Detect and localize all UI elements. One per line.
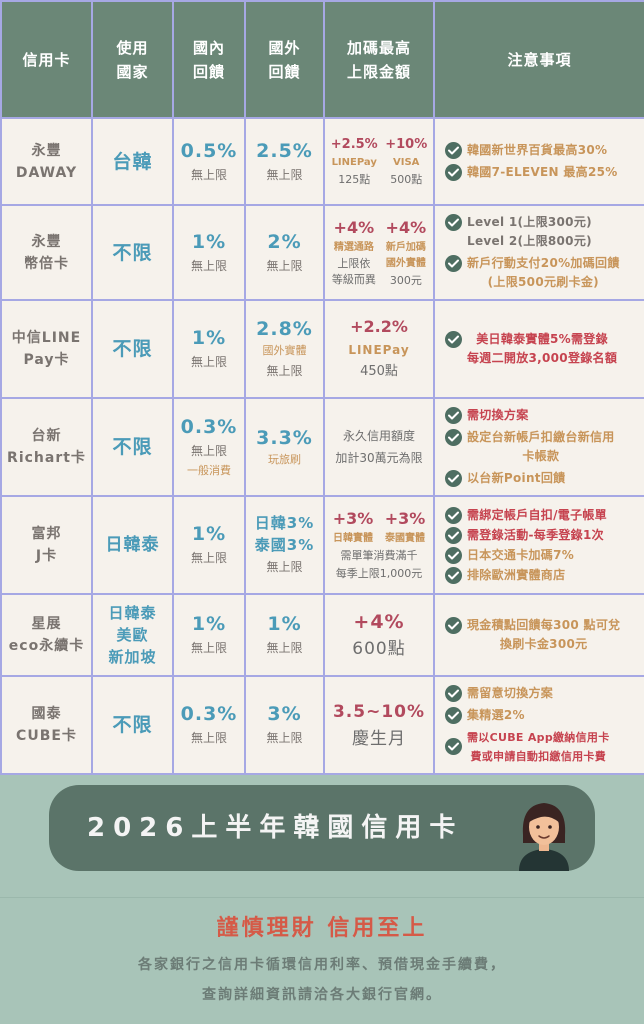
notes-cell: 現金積點回饋每300 點可兌 換刷卡金300元 — [433, 593, 644, 677]
check-circle-icon — [445, 164, 462, 181]
banner-title: 2026上半年韓國信用卡 — [87, 813, 464, 843]
bonus-cell: +4% 600點 — [323, 593, 435, 677]
credit-card-table: 信用卡 使用 國家 國內 回饋 國外 回饋 加碼最高 上限金額 注意事項 永豐 DAWAY… — [0, 0, 644, 775]
check-circle-icon — [445, 526, 462, 544]
note-item: 現金積點回饋每300 點可兌 換刷卡金300元 — [445, 616, 638, 654]
check-circle-icon — [445, 566, 462, 584]
header-bonus: 加碼最高 上限金額 — [323, 0, 435, 119]
table-header-row: 信用卡 使用 國家 國內 回饋 國外 回饋 加碼最高 上限金額 注意事項 — [0, 0, 644, 119]
table-row: 永豐 DAWAY 台韓 0.5% 無上限 2.5% 無上限 +2.5% LINEPay 1… — [0, 117, 644, 206]
card-name-cell: 星展 eco永續卡 — [0, 593, 93, 677]
check-circle-icon — [445, 470, 462, 487]
country-cell: 台韓 — [91, 117, 174, 206]
overseas-cell: 1% 無上限 — [244, 593, 325, 677]
bonus-cell: 永久信用額度 加計30萬元為限 — [323, 397, 435, 497]
notes-cell: 韓國新世界百貨最高30% 韓國7-ELEVEN 最高25% — [433, 117, 644, 206]
notes-cell: 需留意切換方案 集精選2% 需以CUBE App繳納信用卡 費或申請自動扣繳信用… — [433, 675, 644, 775]
woman-avatar-icon — [519, 803, 569, 871]
bonus-cell: +4% 精選通路 上限依 等級而異 +4% 新戶加碼 國外實體 300元 — [323, 204, 435, 301]
card-name-cell: 富邦 J卡 — [0, 495, 93, 595]
check-circle-icon — [445, 707, 462, 724]
note-item: 韓國新世界百貨最高30% — [445, 141, 638, 160]
header-overseas: 國外 回饋 — [244, 0, 325, 119]
note-item: 新戶行動支付20%加碼回饋 (上限500元刷卡金) — [445, 254, 638, 292]
domestic-cell: 1% 無上限 — [172, 593, 246, 677]
note-item: 需切換方案 — [445, 406, 638, 425]
overseas-cell: 2% 無上限 — [244, 204, 325, 301]
section-divider — [0, 897, 644, 898]
domestic-cell: 1% 無上限 — [172, 299, 246, 399]
check-circle-icon — [445, 546, 462, 564]
bonus-cell: 3.5~10% 慶生月 — [323, 675, 435, 775]
header-card: 信用卡 — [0, 0, 93, 119]
note-item: 集精選2% — [445, 706, 638, 725]
notes-cell: 需切換方案 設定台新帳戶扣繳台新信用 卡帳款 以台新Point回饋 — [433, 397, 644, 497]
bonus-cell: +3% 日韓實體 +3% 泰國實體 需單筆消費滿千 每季上限1,000元 — [323, 495, 435, 595]
domestic-cell: 0.3% 無上限 一般消費 — [172, 397, 246, 497]
country-cell: 日韓泰 — [91, 495, 174, 595]
overseas-cell: 3% 無上限 — [244, 675, 325, 775]
table-row: 永豐 幣倍卡 不限 1% 無上限 2% 無上限 +4% 精選通路 上限依 等級而異 +4%… — [0, 204, 644, 301]
table-row: 國泰 CUBE卡 不限 0.3% 無上限 3% 無上限 3.5~10% 慶生月 需留意… — [0, 675, 644, 775]
header-domestic: 國內 回饋 — [172, 0, 246, 119]
note-item: 美日韓泰實體5%需登錄 每週二開放3,000登錄名額 — [445, 330, 638, 368]
domestic-cell: 0.5% 無上限 — [172, 117, 246, 206]
domestic-cell: 1% 無上限 — [172, 204, 246, 301]
note-item: Level 1(上限300元) Level 2(上限800元) — [445, 213, 638, 251]
notes-cell: Level 1(上限300元) Level 2(上限800元) 新戶行動支付20… — [433, 204, 644, 301]
card-name-cell: 國泰 CUBE卡 — [0, 675, 93, 775]
table-row: 台新 Richart卡 不限 0.3% 無上限 一般消費 3.3% 玩旅刷 永久信用額度… — [0, 397, 644, 497]
overseas-cell: 2.5% 無上限 — [244, 117, 325, 206]
country-cell: 日韓泰 美歐 新加坡 — [91, 593, 174, 677]
header-notes: 注意事項 — [433, 0, 644, 119]
table-row: 中信LINE Pay卡 不限 1% 無上限 2.8% 國外實體 無上限 +2.2% LI… — [0, 299, 644, 399]
note-item: 排除歐洲實體商店 — [445, 566, 638, 585]
note-item: 設定台新帳戶扣繳台新信用 卡帳款 — [445, 428, 638, 466]
title-banner: 2026上半年韓國信用卡 — [49, 785, 595, 871]
domestic-cell: 1% 無上限 — [172, 495, 246, 595]
check-circle-icon — [445, 214, 462, 231]
note-item: 需登錄活動-每季登錄1次 — [445, 526, 638, 545]
bonus-cell: +2.5% LINEPay 125點 +10% VISA 500點 — [323, 117, 435, 206]
overseas-cell: 3.3% 玩旅刷 — [244, 397, 325, 497]
country-cell: 不限 — [91, 299, 174, 399]
check-circle-icon — [445, 506, 462, 524]
card-name-cell: 中信LINE Pay卡 — [0, 299, 93, 399]
note-item: 需留意切換方案 — [445, 684, 638, 703]
note-item: 韓國7-ELEVEN 最高25% — [445, 163, 638, 182]
check-circle-icon — [445, 685, 462, 702]
note-item: 需綁定帳戶自扣/電子帳單 — [445, 506, 638, 525]
header-country: 使用 國家 — [91, 0, 174, 119]
bonus-cell: +2.2% LINEPay 450點 — [323, 299, 435, 399]
country-cell: 不限 — [91, 397, 174, 497]
table-row: 星展 eco永續卡 日韓泰 美歐 新加坡 1% 無上限 1% 無上限 +4% 600點 現… — [0, 593, 644, 677]
check-circle-icon — [445, 331, 462, 348]
check-circle-icon — [445, 255, 462, 272]
notes-cell: 需綁定帳戶自扣/電子帳單 需登錄活動-每季登錄1次 日本交通卡加碼7% 排除歐洲… — [433, 495, 644, 595]
disclaimer-text: 各家銀行之信用卡循環信用利率、預借現金手續費， 查詢詳細資訊請洽各大銀行官網。 — [138, 957, 506, 1003]
note-item: 以台新Point回饋 — [445, 469, 638, 488]
note-item: 日本交通卡加碼7% — [445, 546, 638, 565]
overseas-cell: 2.8% 國外實體 無上限 — [244, 299, 325, 399]
motto-heading: 謹慎理財 信用至上 — [216, 916, 428, 941]
check-circle-icon — [445, 738, 462, 755]
card-name-cell: 永豐 DAWAY — [0, 117, 93, 206]
notes-cell: 美日韓泰實體5%需登錄 每週二開放3,000登錄名額 — [433, 299, 644, 399]
country-cell: 不限 — [91, 675, 174, 775]
check-circle-icon — [445, 142, 462, 159]
check-circle-icon — [445, 617, 462, 634]
overseas-cell: 日韓3% 泰國3% 無上限 — [244, 495, 325, 595]
card-name-cell: 台新 Richart卡 — [0, 397, 93, 497]
note-item: 需以CUBE App繳納信用卡 費或申請自動扣繳信用卡費 — [445, 728, 638, 766]
card-name-cell: 永豐 幣倍卡 — [0, 204, 93, 301]
table-row: 富邦 J卡 日韓泰 1% 無上限 日韓3% 泰國3% 無上限 +3% 日韓實體 +3% 泰國… — [0, 495, 644, 595]
domestic-cell: 0.3% 無上限 — [172, 675, 246, 775]
check-circle-icon — [445, 429, 462, 446]
country-cell: 不限 — [91, 204, 174, 301]
check-circle-icon — [445, 407, 462, 424]
